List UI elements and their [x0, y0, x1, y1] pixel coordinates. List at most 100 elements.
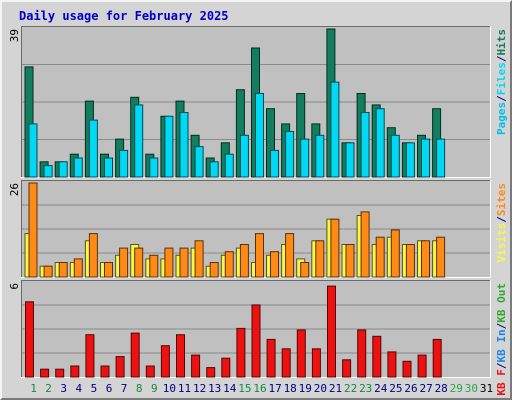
bar-files-day-12 [194, 146, 204, 178]
x-tick-label-11: 11 [178, 382, 191, 395]
bar-kb-f-day-16 [251, 304, 261, 378]
bar-files-day-11 [179, 112, 189, 178]
bar-kb-f-day-24 [372, 335, 382, 378]
bar-sites-day-25 [390, 229, 400, 278]
bar-kb-f-day-19 [296, 329, 306, 378]
bar-files-day-27 [421, 138, 430, 178]
bar-kb-f-day-1 [25, 301, 34, 378]
bar-kb-f-day-18 [281, 348, 291, 378]
x-tick-label-19: 19 [299, 382, 312, 395]
bar-sites-day-22 [345, 244, 355, 278]
chart-title: Daily usage for February 2025 [19, 9, 229, 23]
bar-kb-f-day-4 [70, 365, 80, 378]
x-tick-label-5: 5 [91, 382, 98, 395]
bar-kb-f-day-26 [402, 360, 412, 378]
bar-files-day-7 [119, 149, 129, 178]
bar-kb-f-day-12 [191, 354, 201, 378]
bar-files-day-21 [330, 81, 340, 178]
bar-kb-f-day-15 [236, 327, 246, 378]
bar-sites-day-21 [330, 218, 340, 278]
bar-files-day-5 [88, 119, 98, 178]
bar-files-day-1 [28, 123, 38, 178]
bar-files-day-4 [73, 157, 83, 178]
bar-sites-day-1 [28, 182, 38, 278]
bar-files-day-24 [375, 108, 385, 178]
legend: Visits/Sites [495, 183, 508, 263]
bar-sites-day-19 [300, 262, 310, 278]
bar-sites-day-8 [134, 247, 144, 278]
legend-entry: / [495, 216, 508, 223]
bar-sites-day-10 [164, 247, 174, 278]
x-tick-label-18: 18 [284, 382, 297, 395]
bar-files-day-18 [285, 131, 295, 178]
panel-visits-sites: 26 Visits/Sites [8, 180, 508, 278]
bar-files-day-8 [134, 104, 144, 178]
x-tick-label-10: 10 [163, 382, 176, 395]
bar-kb-f-day-11 [176, 334, 185, 378]
x-tick-label-4: 4 [75, 382, 82, 395]
bar-sites-day-7 [119, 247, 129, 278]
bar-files-day-6 [104, 157, 113, 178]
x-tick-label-14: 14 [223, 382, 237, 395]
x-tick-label-25: 25 [389, 382, 402, 395]
bar-kb-f-day-25 [387, 351, 397, 378]
bar-kb-f-day-10 [160, 345, 170, 378]
bar-kb-f-day-28 [432, 338, 442, 378]
bar-kb-f-day-2 [40, 368, 50, 378]
bar-kb-f-day-9 [145, 365, 155, 378]
bar-sites-day-2 [43, 265, 53, 278]
bar-sites-day-3 [58, 262, 68, 278]
x-tick-label-2: 2 [45, 382, 52, 395]
bar-sites-day-18 [285, 233, 295, 278]
bar-kb-f-day-23 [357, 329, 367, 378]
x-tick-label-8: 8 [136, 382, 143, 395]
bar-files-day-3 [58, 161, 68, 178]
bar-kb-f-day-27 [417, 354, 427, 378]
panel-kbytes: 6 KB F/KB In/KB Out [8, 280, 508, 396]
x-tick-label-26: 26 [404, 382, 417, 395]
bar-sites-day-14 [224, 251, 234, 278]
bar-files-day-16 [255, 93, 264, 178]
bar-files-day-13 [209, 161, 219, 178]
legend-entry: Pages [495, 102, 508, 135]
x-tick-label-28: 28 [435, 382, 448, 395]
bar-sites-day-4 [73, 258, 83, 278]
x-tick-label-12: 12 [193, 382, 206, 395]
bar-files-day-2 [43, 165, 53, 178]
bar-kb-f-day-20 [311, 348, 321, 378]
bar-files-day-25 [390, 134, 400, 178]
x-tick-label-6: 6 [106, 382, 113, 395]
legend-entry: / [495, 362, 508, 369]
bar-files-day-17 [270, 149, 279, 178]
bar-kb-f-day-6 [100, 365, 110, 378]
legend-entry: / [495, 95, 508, 102]
bar-files-day-10 [164, 115, 174, 178]
legend-entry: Files [495, 62, 508, 95]
bar-files-day-28 [436, 138, 446, 178]
bar-sites-day-13 [209, 262, 219, 278]
bar-sites-day-12 [194, 240, 204, 278]
x-tick-label-24: 24 [374, 382, 388, 395]
y-max-label: 6 [8, 283, 21, 290]
legend-entry: Hits [495, 29, 508, 56]
bar-sites-day-16 [255, 233, 264, 278]
legend: KB F/KB In/KB Out [495, 283, 508, 396]
bar-sites-day-24 [375, 236, 385, 278]
x-tick-label-21: 21 [329, 382, 342, 395]
x-tick-label-31: 31 [480, 382, 493, 395]
bar-sites-day-11 [179, 247, 189, 278]
legend-entry: / [495, 322, 508, 329]
y-max-label: 26 [8, 183, 21, 196]
x-tick-label-30: 30 [465, 382, 478, 395]
bar-files-day-15 [239, 134, 249, 178]
bar-kb-f-day-17 [266, 338, 276, 378]
x-tick-label-22: 22 [344, 382, 357, 395]
x-tick-label-27: 27 [419, 382, 432, 395]
legend-entry: KB Out [495, 283, 508, 323]
bar-files-day-23 [360, 112, 370, 178]
x-tick-label-15: 15 [238, 382, 251, 395]
bar-files-day-9 [149, 157, 159, 178]
bar-kb-f-day-13 [206, 367, 216, 378]
